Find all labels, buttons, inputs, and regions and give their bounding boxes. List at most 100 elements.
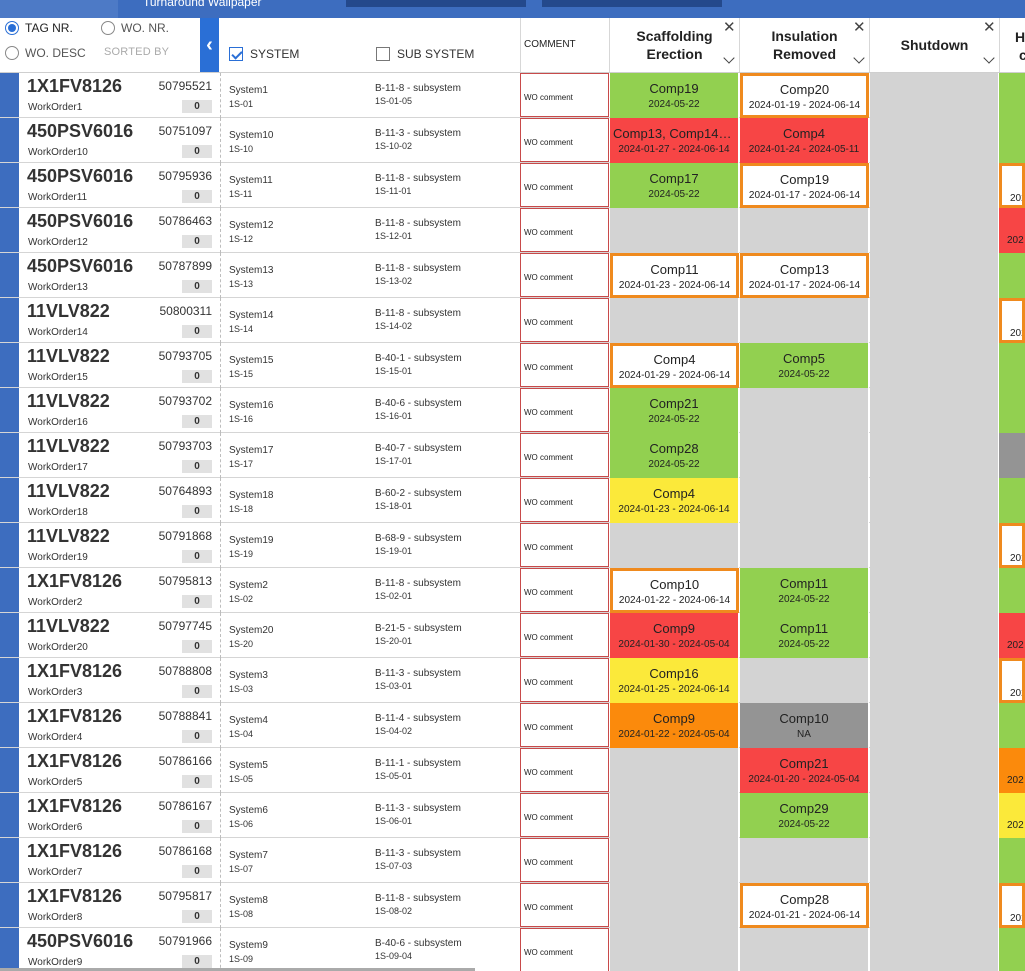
insulation-cell[interactable]: [740, 208, 869, 253]
next-column-cell[interactable]: 202: [999, 523, 1025, 568]
table-row[interactable]: 1X1FV8126 50795817 WorkOrder8 0 System8 1S-08…: [0, 883, 1025, 928]
scaffolding-cell[interactable]: [610, 523, 739, 568]
horizontal-scrollbar[interactable]: [0, 968, 475, 971]
shutdown-cell[interactable]: [870, 523, 999, 568]
insulation-cell[interactable]: Comp10 NA: [740, 703, 869, 748]
next-column-cell[interactable]: 202: [999, 883, 1025, 928]
scaffolding-cell[interactable]: Comp16 2024-01-25 - 2024-06-14: [610, 658, 739, 703]
next-column-cell[interactable]: [999, 703, 1025, 748]
insulation-cell[interactable]: Comp5 2024-05-22: [740, 343, 869, 388]
close-icon[interactable]: ✕: [723, 19, 736, 36]
table-row[interactable]: 11VLV822 50791868 WorkOrder19 0 System19 1S-1…: [0, 523, 1025, 568]
radio-wo-desc[interactable]: WO. DESC: [5, 46, 86, 60]
shutdown-cell[interactable]: [870, 73, 999, 118]
top-left-tab[interactable]: [0, 0, 118, 18]
scaffolding-cell[interactable]: [610, 748, 739, 793]
scaffolding-cell[interactable]: Comp9 2024-01-30 - 2024-05-04: [610, 613, 739, 658]
next-column-cell[interactable]: 202: [999, 163, 1025, 208]
wo-comment-field[interactable]: WO comment: [520, 388, 609, 432]
scaffolding-cell[interactable]: Comp17 2024-05-22: [610, 163, 739, 208]
subsystem-checkbox[interactable]: SUB SYSTEM: [376, 47, 474, 61]
wo-comment-field[interactable]: WO comment: [520, 73, 609, 117]
close-icon[interactable]: ✕: [983, 19, 996, 36]
next-column-cell[interactable]: [999, 343, 1025, 388]
insulation-cell[interactable]: Comp13 2024-01-17 - 2024-06-14: [740, 253, 869, 298]
column-header-shutdown[interactable]: Shutdown: [870, 18, 999, 72]
scaffolding-cell[interactable]: Comp11 2024-01-23 - 2024-06-14: [610, 253, 739, 298]
table-row[interactable]: 11VLV822 50793703 WorkOrder17 0 System17 1S-1…: [0, 433, 1025, 478]
radio-tag-nr[interactable]: TAG NR.: [5, 21, 73, 35]
table-row[interactable]: 11VLV822 50793702 WorkOrder16 0 System16 1S-1…: [0, 388, 1025, 433]
wo-comment-field[interactable]: WO comment: [520, 793, 609, 837]
shutdown-cell[interactable]: [870, 163, 999, 208]
insulation-cell[interactable]: Comp11 2024-05-22: [740, 613, 869, 658]
radio-wo-nr[interactable]: WO. NR.: [101, 21, 169, 35]
wo-comment-field[interactable]: WO comment: [520, 433, 609, 477]
next-column-cell[interactable]: [999, 253, 1025, 298]
insulation-cell[interactable]: Comp19 2024-01-17 - 2024-06-14: [740, 163, 869, 208]
next-column-cell[interactable]: [999, 838, 1025, 883]
wo-comment-field[interactable]: WO comment: [520, 748, 609, 792]
scaffolding-cell[interactable]: Comp28 2024-05-22: [610, 433, 739, 478]
shutdown-cell[interactable]: [870, 298, 999, 343]
scaffolding-cell[interactable]: Comp21 2024-05-22: [610, 388, 739, 433]
next-column-cell[interactable]: 202: [999, 793, 1025, 838]
next-column-cell[interactable]: [999, 388, 1025, 433]
shutdown-cell[interactable]: [870, 253, 999, 298]
table-row[interactable]: 450PSV6016 50791966 WorkOrder9 0 System9 1S-0…: [0, 928, 1025, 971]
shutdown-cell[interactable]: [870, 208, 999, 253]
top-tab-1[interactable]: [346, 0, 526, 7]
wo-comment-field[interactable]: WO comment: [520, 163, 609, 207]
next-column-cell[interactable]: [999, 928, 1025, 971]
table-row[interactable]: 11VLV822 50793705 WorkOrder15 0 System15 1S-1…: [0, 343, 1025, 388]
scaffolding-cell[interactable]: Comp9 2024-01-22 - 2024-05-04: [610, 703, 739, 748]
table-row[interactable]: 450PSV6016 50786463 WorkOrder12 0 System12 1S…: [0, 208, 1025, 253]
shutdown-cell[interactable]: [870, 838, 999, 883]
insulation-cell[interactable]: [740, 298, 869, 343]
table-row[interactable]: 1X1FV8126 50786167 WorkOrder6 0 System6 1S-06…: [0, 793, 1025, 838]
wo-comment-field[interactable]: WO comment: [520, 478, 609, 522]
shutdown-cell[interactable]: [870, 388, 999, 433]
scaffolding-cell[interactable]: Comp4 2024-01-29 - 2024-06-14: [610, 343, 739, 388]
wo-comment-field[interactable]: WO comment: [520, 208, 609, 252]
next-column-cell[interactable]: [999, 568, 1025, 613]
insulation-cell[interactable]: Comp20 2024-01-19 - 2024-06-14: [740, 73, 869, 118]
shutdown-cell[interactable]: [870, 793, 999, 838]
table-row[interactable]: 1X1FV8126 50786168 WorkOrder7 0 System7 1S-07…: [0, 838, 1025, 883]
table-row[interactable]: 450PSV6016 50751097 WorkOrder10 0 System10 1S…: [0, 118, 1025, 163]
table-row[interactable]: 450PSV6016 50795936 WorkOrder11 0 System11 1S…: [0, 163, 1025, 208]
shutdown-cell[interactable]: [870, 478, 999, 523]
wo-comment-field[interactable]: WO comment: [520, 568, 609, 612]
insulation-cell[interactable]: [740, 433, 869, 478]
wo-comment-field[interactable]: WO comment: [520, 343, 609, 387]
column-header-insulation[interactable]: Insulation Removed: [740, 18, 869, 72]
table-row[interactable]: 11VLV822 50800311 WorkOrder14 0 System14 1S-1…: [0, 298, 1025, 343]
shutdown-cell[interactable]: [870, 613, 999, 658]
next-column-cell[interactable]: [999, 73, 1025, 118]
scaffolding-cell[interactable]: [610, 793, 739, 838]
next-column-cell[interactable]: 202: [999, 298, 1025, 343]
insulation-cell[interactable]: [740, 388, 869, 433]
table-row[interactable]: 11VLV822 50797745 WorkOrder20 0 System20 1S-2…: [0, 613, 1025, 658]
wo-comment-field[interactable]: WO comment: [520, 298, 609, 342]
insulation-cell[interactable]: [740, 928, 869, 971]
scaffolding-cell[interactable]: [610, 208, 739, 253]
table-row[interactable]: 11VLV822 50764893 WorkOrder18 0 System18 1S-1…: [0, 478, 1025, 523]
close-icon[interactable]: ✕: [853, 19, 866, 36]
wo-comment-field[interactable]: WO comment: [520, 703, 609, 747]
next-column-cell[interactable]: 202: [999, 658, 1025, 703]
scaffolding-cell[interactable]: Comp4 2024-01-23 - 2024-06-14: [610, 478, 739, 523]
next-column-cell[interactable]: 202: [999, 613, 1025, 658]
table-row[interactable]: 1X1FV8126 50788841 WorkOrder4 0 System4 1S-04…: [0, 703, 1025, 748]
wo-comment-field[interactable]: WO comment: [520, 118, 609, 162]
system-checkbox[interactable]: SYSTEM: [229, 47, 299, 61]
wo-comment-field[interactable]: WO comment: [520, 838, 609, 882]
insulation-cell[interactable]: Comp11 2024-05-22: [740, 568, 869, 613]
insulation-cell[interactable]: [740, 658, 869, 703]
next-column-cell[interactable]: 202: [999, 748, 1025, 793]
next-column-cell[interactable]: 202: [999, 208, 1025, 253]
next-column-cell[interactable]: [999, 478, 1025, 523]
insulation-cell[interactable]: Comp4 2024-01-24 - 2024-05-11: [740, 118, 869, 163]
top-tab-2[interactable]: [542, 0, 722, 7]
scaffolding-cell[interactable]: [610, 928, 739, 971]
